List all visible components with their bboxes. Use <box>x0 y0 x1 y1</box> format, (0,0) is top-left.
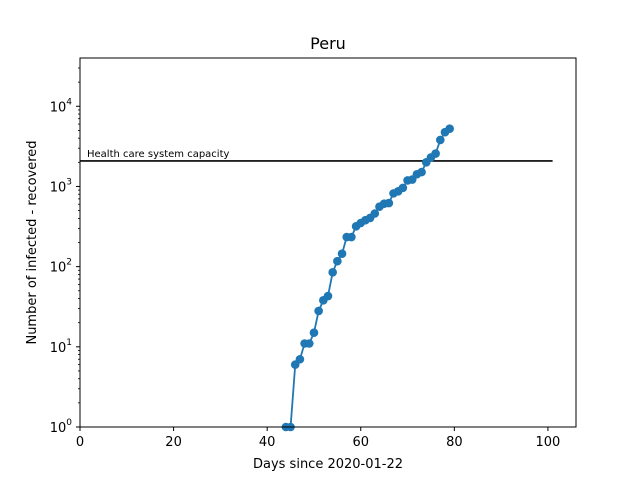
x-tick-label: 40 <box>259 435 276 450</box>
x-tick-label: 20 <box>165 435 182 450</box>
data-point <box>347 232 356 242</box>
data-point <box>323 291 333 301</box>
data-point <box>295 354 305 364</box>
axis-ticks: 0 20 40 60 80 100 100 101 102 103 104 <box>50 67 561 450</box>
data-point <box>436 135 445 145</box>
data-point <box>384 198 394 208</box>
x-tick-label: 60 <box>352 435 369 450</box>
x-tick-label: 0 <box>76 435 84 450</box>
plot-area: Health care system capacity <box>80 124 553 432</box>
data-point <box>304 339 314 348</box>
capacity-label: Health care system capacity <box>87 149 229 160</box>
data-point <box>431 149 440 158</box>
x-tick-label: 100 <box>536 435 561 450</box>
data-point <box>445 124 454 134</box>
y-axis-label: Number of infected - recovered <box>25 140 40 344</box>
x-axis-label: Days since 2020-01-22 <box>253 457 403 472</box>
y-tick-label: 100 <box>50 418 73 436</box>
chart-title: Peru <box>310 34 346 53</box>
data-point <box>328 267 337 277</box>
data-point <box>398 183 408 193</box>
y-tick-label: 101 <box>50 338 72 356</box>
data-point <box>370 209 380 218</box>
data-point <box>309 328 319 337</box>
data-point <box>417 167 426 177</box>
y-tick-label: 104 <box>50 97 73 115</box>
data-point <box>337 249 347 258</box>
data-point <box>333 256 342 266</box>
y-tick-label: 103 <box>50 177 72 195</box>
y-tick-label: 102 <box>50 258 72 276</box>
x-tick-label: 80 <box>446 435 463 450</box>
data-point <box>314 306 323 316</box>
plot-frame <box>79 57 577 428</box>
